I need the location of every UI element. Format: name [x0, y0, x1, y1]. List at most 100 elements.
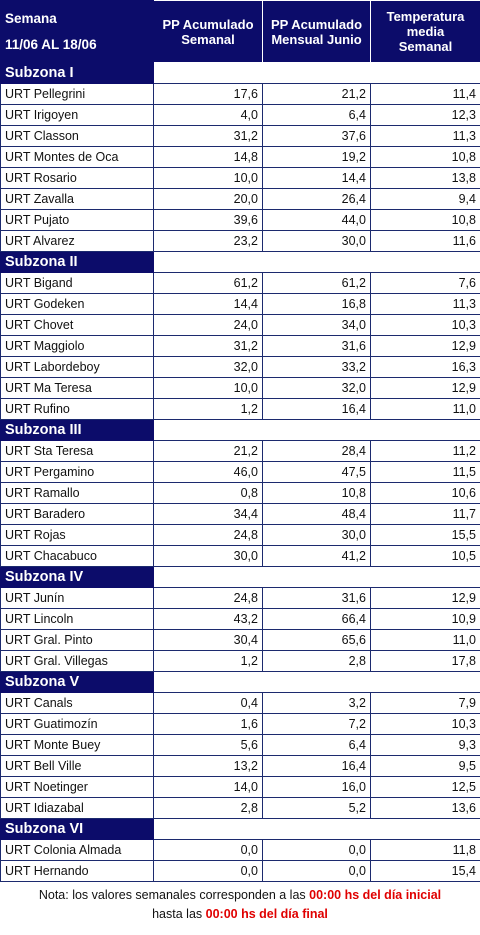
station-name: URT Canals: [1, 693, 154, 714]
value-cell: 7,2: [263, 714, 371, 735]
zone-row: Subzona I: [1, 63, 480, 84]
value-cell: 15,5: [371, 525, 480, 546]
value-cell: 65,6: [263, 630, 371, 651]
station-name: URT Rojas: [1, 525, 154, 546]
zone-row: Subzona VI: [1, 819, 480, 840]
zone-name: Subzona VI: [1, 819, 154, 840]
value-cell: 13,8: [371, 168, 480, 189]
value-cell: 5,2: [263, 798, 371, 819]
value-cell: 44,0: [263, 210, 371, 231]
column-header: PP Acumulado Semanal: [154, 1, 263, 63]
value-cell: 16,0: [263, 777, 371, 798]
zone-blank: [154, 672, 480, 693]
note-highlight: 00:00 hs del día final: [206, 907, 328, 921]
station-name: URT Maggiolo: [1, 336, 154, 357]
zone-name: Subzona V: [1, 672, 154, 693]
value-cell: 34,0: [263, 315, 371, 336]
value-cell: 17,8: [371, 651, 480, 672]
station-name: URT Colonia Almada: [1, 840, 154, 861]
station-name: URT Alvarez: [1, 231, 154, 252]
station-name: URT Irigoyen: [1, 105, 154, 126]
station-name: URT Montes de Oca: [1, 147, 154, 168]
value-cell: 12,9: [371, 588, 480, 609]
station-name: URT Gral. Villegas: [1, 651, 154, 672]
station-name: URT Monte Buey: [1, 735, 154, 756]
zone-blank: [154, 63, 480, 84]
value-cell: 28,4: [263, 441, 371, 462]
value-cell: 0,8: [154, 483, 263, 504]
station-name: URT Idiazabal: [1, 798, 154, 819]
value-cell: 10,3: [371, 315, 480, 336]
note-text: Nota: los valores semanales corresponden…: [39, 888, 306, 902]
value-cell: 0,4: [154, 693, 263, 714]
station-name: URT Zavalla: [1, 189, 154, 210]
value-cell: 11,5: [371, 462, 480, 483]
value-cell: 43,2: [154, 609, 263, 630]
station-name: URT Hernando: [1, 861, 154, 882]
value-cell: 16,8: [263, 294, 371, 315]
station-name: URT Chacabuco: [1, 546, 154, 567]
value-cell: 16,3: [371, 357, 480, 378]
value-cell: 24,8: [154, 525, 263, 546]
value-cell: 32,0: [263, 378, 371, 399]
value-cell: 10,6: [371, 483, 480, 504]
value-cell: 9,3: [371, 735, 480, 756]
note-highlight: 00:00 hs del día inicial: [309, 888, 441, 902]
station-name: URT Noetinger: [1, 777, 154, 798]
value-cell: 7,6: [371, 273, 480, 294]
value-cell: 13,2: [154, 756, 263, 777]
station-name: URT Rosario: [1, 168, 154, 189]
value-cell: 1,6: [154, 714, 263, 735]
value-cell: 2,8: [154, 798, 263, 819]
value-cell: 11,0: [371, 399, 480, 420]
value-cell: 16,4: [263, 399, 371, 420]
zone-row: Subzona IV: [1, 567, 480, 588]
value-cell: 0,0: [154, 861, 263, 882]
value-cell: 10,0: [154, 378, 263, 399]
value-cell: 5,6: [154, 735, 263, 756]
value-cell: 21,2: [154, 441, 263, 462]
station-name: URT Classon: [1, 126, 154, 147]
value-cell: 6,4: [263, 105, 371, 126]
zone-blank: [154, 567, 480, 588]
zone-blank: [154, 252, 480, 273]
value-cell: 48,4: [263, 504, 371, 525]
value-cell: 1,2: [154, 651, 263, 672]
value-cell: 1,2: [154, 399, 263, 420]
station-name: URT Pergamino: [1, 462, 154, 483]
value-cell: 33,2: [263, 357, 371, 378]
station-name: URT Sta Teresa: [1, 441, 154, 462]
value-cell: 14,0: [154, 777, 263, 798]
value-cell: 47,5: [263, 462, 371, 483]
value-cell: 0,0: [263, 861, 371, 882]
value-cell: 61,2: [263, 273, 371, 294]
zone-name: Subzona IV: [1, 567, 154, 588]
value-cell: 10,8: [263, 483, 371, 504]
value-cell: 12,3: [371, 105, 480, 126]
value-cell: 11,3: [371, 294, 480, 315]
value-cell: 7,9: [371, 693, 480, 714]
value-cell: 10,8: [371, 210, 480, 231]
zone-name: Subzona III: [1, 420, 154, 441]
station-name: URT Junín: [1, 588, 154, 609]
